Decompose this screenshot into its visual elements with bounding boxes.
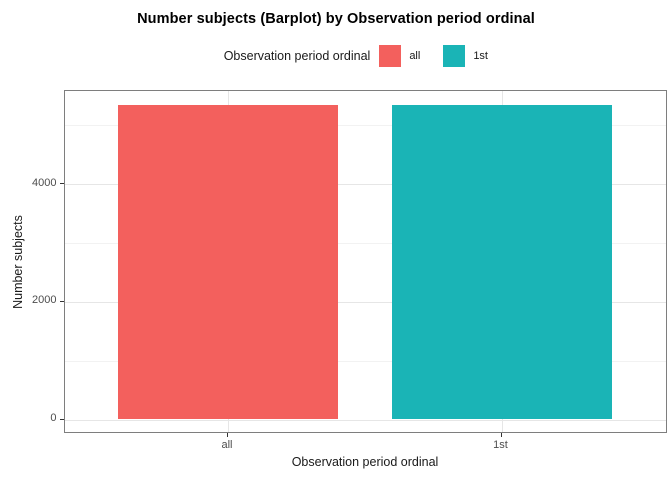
legend-swatch-all (379, 45, 402, 67)
gridline-minor-5000 (64, 125, 666, 127)
x-tick-label-1st: 1st (493, 439, 508, 451)
gridline-minor-3000 (64, 242, 666, 244)
legend-swatch-1st (443, 45, 466, 67)
y-tick-mark-2000 (59, 300, 64, 302)
gridline-major-2000 (64, 301, 666, 303)
gridline-major-4000 (64, 184, 666, 186)
gridline-major-0 (64, 419, 666, 421)
x-tick-mark-1st (500, 433, 502, 437)
bar-1st (391, 104, 612, 420)
y-tick-label-0: 0 (50, 412, 57, 424)
legend-item-1st: 1st (443, 45, 497, 67)
legend-item-all: all (379, 45, 433, 67)
y-tick-label-4000: 4000 (32, 176, 57, 189)
x-axis-title: Observation period ordinal (291, 455, 439, 469)
y-tick-mark-4000 (59, 183, 64, 185)
bar-all (118, 104, 338, 420)
legend-title: Observation period ordinal (223, 49, 371, 63)
legend-label-all: all (409, 50, 421, 62)
y-axis-title: Number subjects (11, 215, 25, 309)
legend-label-1st: 1st (473, 50, 488, 62)
x-tick-mark-all (227, 433, 228, 437)
x-tick-label-all: all (221, 439, 233, 451)
legend: Observation period ordinal all 1st (64, 42, 667, 70)
y-tick-label-2000: 2000 (32, 294, 57, 307)
plot-panel (63, 90, 667, 433)
y-tick-mark-0 (59, 418, 64, 420)
chart-title: Number subjects (Barplot) by Observation… (137, 11, 535, 27)
gridline-minor-1000 (64, 360, 666, 362)
